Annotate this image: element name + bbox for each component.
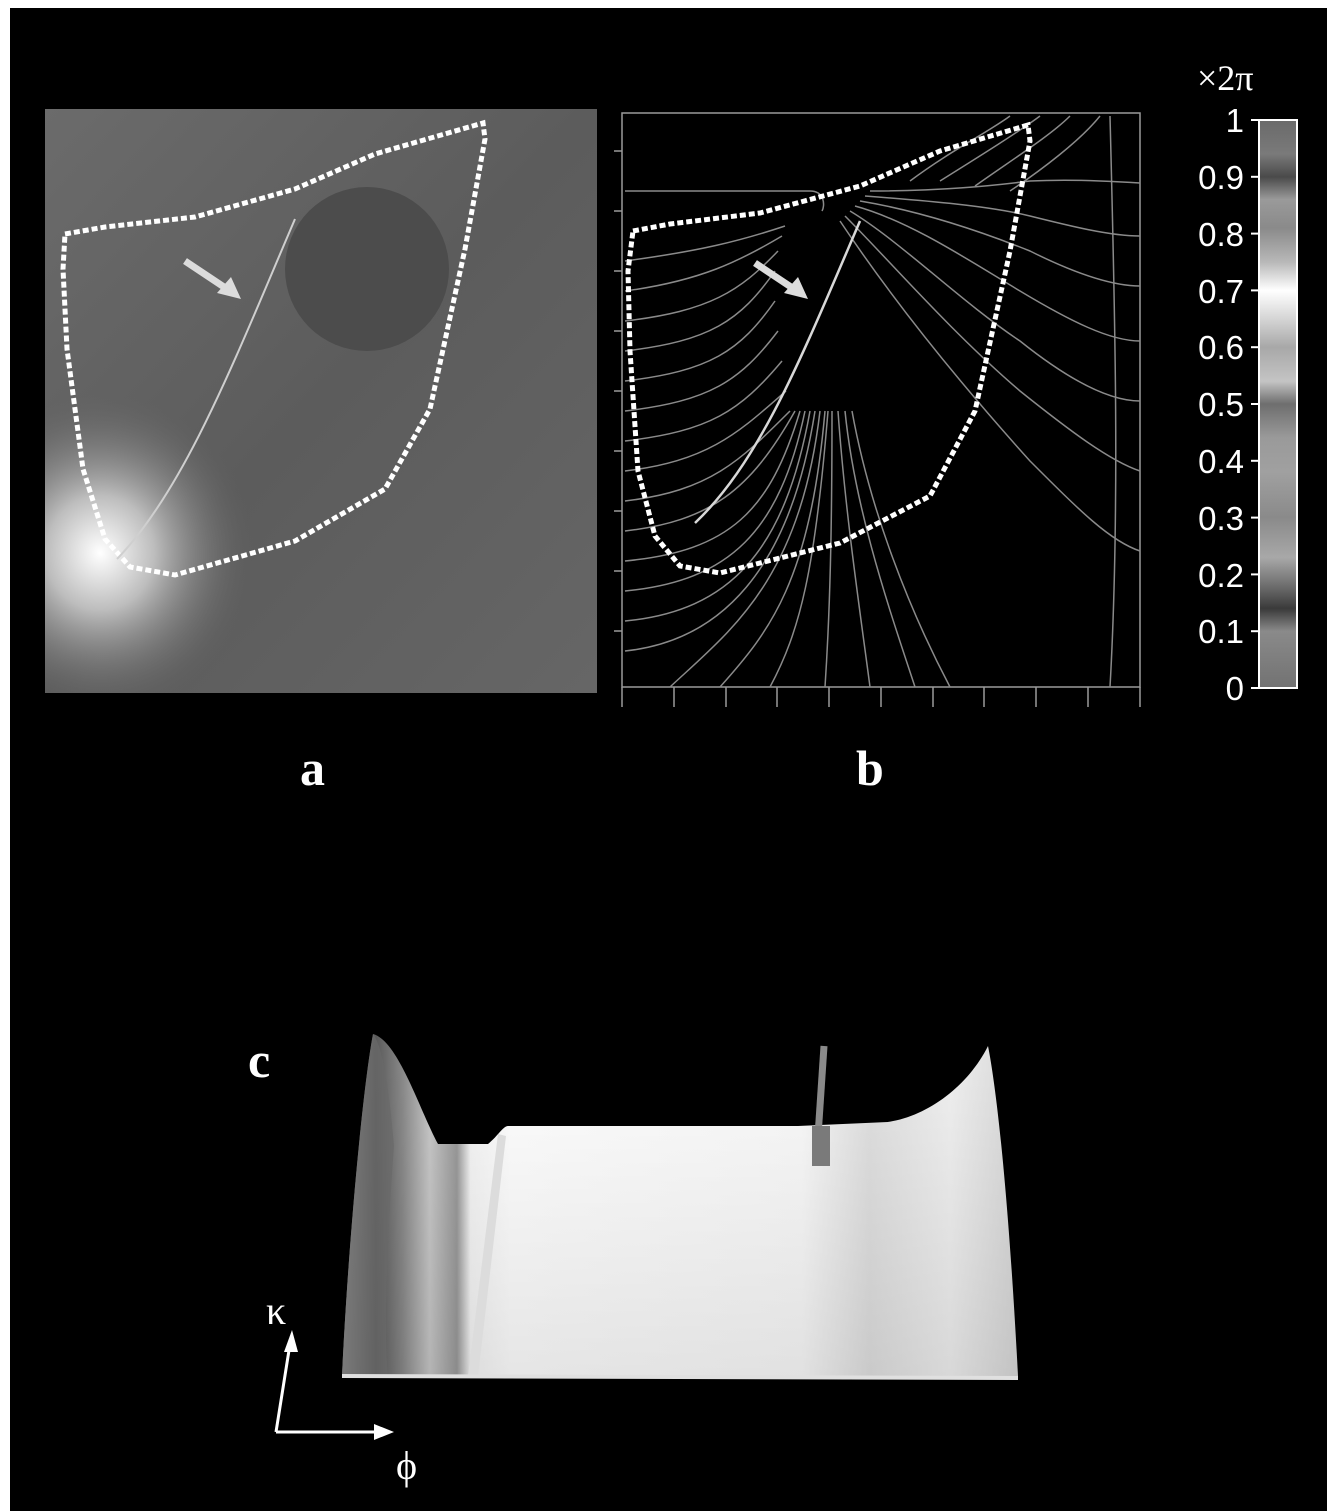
colorbar-tick-label: 0.4 bbox=[1174, 445, 1244, 478]
panel-b-contour-plot bbox=[610, 111, 1150, 711]
colorbar-tick-label: 0.3 bbox=[1174, 502, 1244, 535]
panel-c-axes bbox=[266, 1328, 406, 1448]
colorbar-tick-label: 0.7 bbox=[1174, 275, 1244, 308]
panel-b-label: b bbox=[856, 743, 884, 793]
colorbar-tick-label: 0.9 bbox=[1174, 161, 1244, 194]
colorbar-tick-label: 0.1 bbox=[1174, 615, 1244, 648]
panel-a-disk bbox=[285, 187, 449, 351]
panel-c-surface-plot bbox=[328, 1026, 1018, 1394]
colorbar-unit-label: ×2π bbox=[1197, 60, 1253, 96]
panel-a-label: a bbox=[300, 743, 325, 793]
panel-b-boundary bbox=[628, 125, 1030, 573]
colorbar bbox=[1255, 116, 1303, 692]
colorbar-tick-label: 1 bbox=[1174, 104, 1244, 137]
figure-canvas: ×2π 1 0.9 0.8 0 bbox=[10, 8, 1327, 1511]
panel-c-label: c bbox=[248, 1035, 270, 1085]
phi-arrowhead bbox=[374, 1424, 394, 1440]
panel-c-arrow bbox=[812, 1046, 830, 1166]
colorbar-tick-label: 0.8 bbox=[1174, 218, 1244, 251]
colorbar-tick-label: 0.6 bbox=[1174, 331, 1244, 364]
panel-a-image bbox=[45, 109, 597, 693]
phi-axis-label: ϕ bbox=[396, 1446, 417, 1486]
colorbar-tick-label: 0 bbox=[1174, 672, 1244, 705]
kappa-arrowhead bbox=[284, 1330, 298, 1352]
kappa-axis-label: κ bbox=[266, 1291, 286, 1331]
panel-b-axis-ticks bbox=[614, 151, 1140, 707]
panel-b-arrow bbox=[755, 263, 808, 299]
colorbar-tick-label: 0.5 bbox=[1174, 388, 1244, 421]
colorbar-tick-label: 0.2 bbox=[1174, 559, 1244, 592]
panel-b-ridge bbox=[695, 221, 860, 523]
panel-b-contours bbox=[625, 116, 1140, 687]
